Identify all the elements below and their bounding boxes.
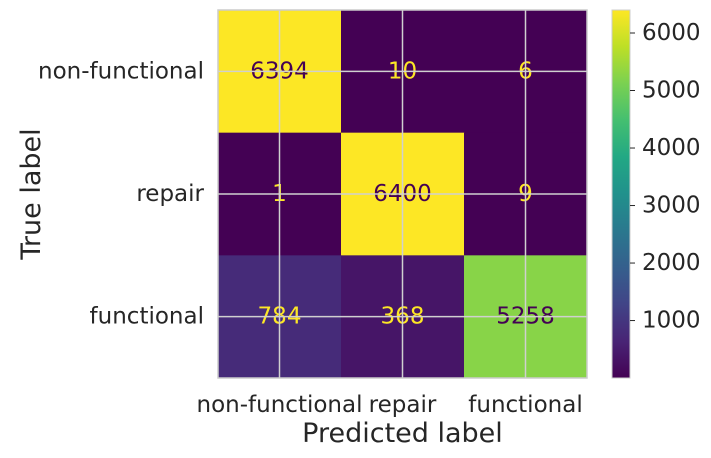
x-tick-label: functional xyxy=(468,392,582,418)
colorbar xyxy=(611,9,631,379)
colorbar-tick-labels: 1000 2000 3000 4000 5000 6000 xyxy=(630,20,701,334)
x-tick-label: repair xyxy=(369,392,437,418)
colorbar-tick-label: 6000 xyxy=(642,20,701,46)
gridlines xyxy=(218,10,587,378)
colorbar-tick-label: 1000 xyxy=(642,308,701,334)
colorbar-tick-label: 3000 xyxy=(642,193,701,219)
colorbar-tick-label: 2000 xyxy=(642,250,701,276)
x-tick-label: non-functional xyxy=(197,392,363,418)
x-tick-labels: non-functional repair functional xyxy=(197,392,583,418)
y-tick-labels: non-functional repair functional xyxy=(38,58,204,329)
x-axis-label: Predicted label xyxy=(302,418,503,449)
colorbar-tick-label: 5000 xyxy=(642,78,701,104)
y-axis-label: True label xyxy=(16,128,47,260)
y-tick-label: repair xyxy=(136,181,204,207)
y-tick-label: functional xyxy=(90,304,204,330)
y-tick-label: non-functional xyxy=(38,58,204,84)
plot-frame xyxy=(217,9,588,379)
colorbar-tick-label: 4000 xyxy=(642,135,701,161)
